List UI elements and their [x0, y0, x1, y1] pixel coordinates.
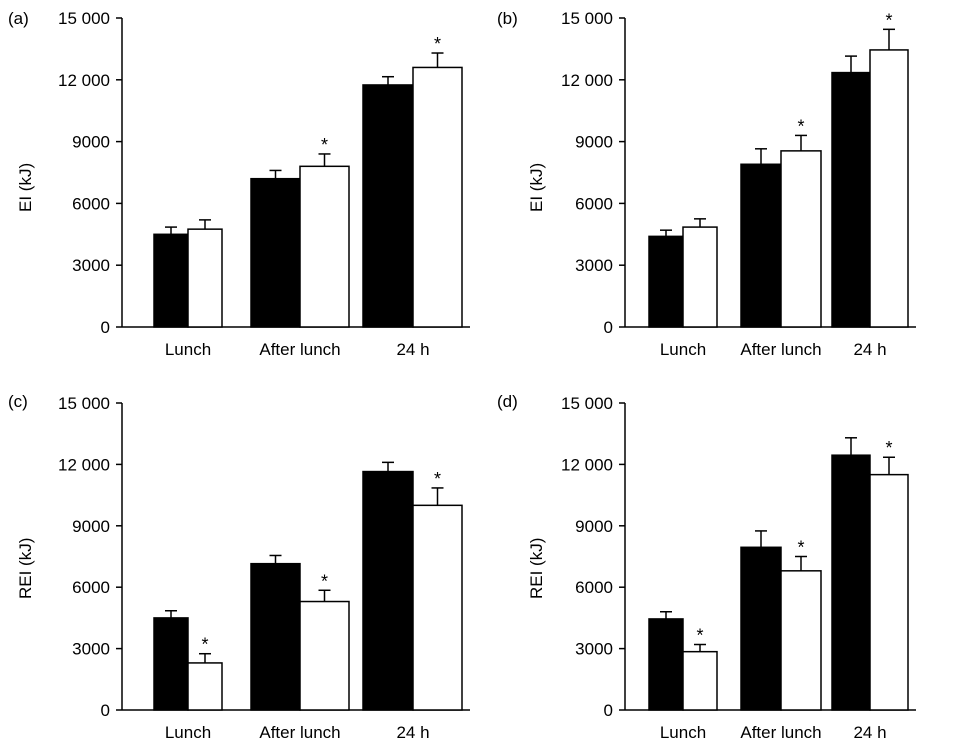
x-tick-label: After lunch	[259, 340, 340, 359]
x-tick-label: 24 h	[853, 340, 886, 359]
y-tick-label: 0	[604, 318, 613, 337]
chart-panel-d: (d) REI (kJ) 0 3000 6000 9000 12 000 15 000 * L…	[489, 373, 978, 746]
bar	[648, 235, 684, 328]
y-tick-label: 9000	[72, 517, 110, 536]
bar	[869, 473, 909, 711]
chart-svg: 0 3000 6000 9000 12 000 15 000 * Lunch * After lu…	[561, 394, 916, 742]
significance-star: *	[696, 626, 703, 646]
significance-star: *	[885, 10, 892, 30]
bar	[831, 71, 871, 328]
y-tick-label: 15 000	[561, 394, 613, 413]
chart-panel-b: (b) EI (kJ) 0 3000 6000 9000 12 000 15 000 Lun…	[489, 0, 978, 373]
bar	[412, 66, 463, 328]
chart-panel-c: (c) REI (kJ) 0 3000 6000 9000 12 000 15 000 * L…	[0, 373, 489, 746]
bar	[187, 228, 223, 328]
y-tick-label: 3000	[575, 256, 613, 275]
bar	[362, 470, 414, 711]
y-tick-label: 12 000	[58, 455, 110, 474]
y-tick-label: 6000	[575, 578, 613, 597]
y-tick-label: 3000	[72, 640, 110, 659]
x-tick-label: After lunch	[740, 723, 821, 742]
x-tick-label: Lunch	[165, 340, 211, 359]
y-tick-label: 15 000	[58, 394, 110, 413]
bar	[780, 570, 822, 711]
bar	[740, 163, 782, 328]
bar	[780, 150, 822, 328]
bar	[869, 49, 909, 328]
chart-svg: 0 3000 6000 9000 12 000 15 000 Lunch * After lun…	[561, 9, 916, 359]
panel-label: (d)	[497, 392, 518, 411]
panel-label: (a)	[8, 9, 29, 28]
bar	[648, 618, 684, 711]
significance-star: *	[885, 438, 892, 458]
y-tick-label: 6000	[72, 578, 110, 597]
bar	[299, 600, 350, 711]
y-tick-label: 9000	[575, 517, 613, 536]
y-tick-label: 9000	[575, 133, 613, 152]
bar	[250, 562, 301, 711]
chart-panel-a: (a) EI (kJ) 0 3000 6000 9000 12 000 15 000 Lun…	[0, 0, 489, 373]
chart-svg: 0 3000 6000 9000 12 000 15 000 * Lunch * After lu…	[58, 394, 470, 742]
y-tick-label: 15 000	[561, 9, 613, 28]
bar	[299, 165, 350, 328]
significance-star: *	[434, 34, 441, 54]
y-tick-label: 12 000	[561, 71, 613, 90]
bar	[250, 177, 301, 328]
bar	[831, 454, 871, 711]
significance-star: *	[321, 135, 328, 155]
y-tick-label: 0	[101, 701, 110, 720]
significance-star: *	[797, 116, 804, 136]
bar	[187, 662, 223, 711]
y-tick-label: 3000	[72, 256, 110, 275]
bar	[153, 617, 189, 711]
y-tick-label: 3000	[575, 640, 613, 659]
y-tick-label: 12 000	[561, 455, 613, 474]
x-tick-label: 24 h	[396, 723, 429, 742]
bar	[412, 504, 463, 711]
x-tick-label: Lunch	[165, 723, 211, 742]
y-tick-label: 9000	[72, 133, 110, 152]
x-tick-label: 24 h	[853, 723, 886, 742]
y-tick-label: 6000	[72, 194, 110, 213]
x-tick-label: Lunch	[660, 723, 706, 742]
y-tick-label: 6000	[575, 194, 613, 213]
y-tick-label: 12 000	[58, 71, 110, 90]
chart-svg: 0 3000 6000 9000 12 000 15 000 Lunch * After lun…	[58, 9, 470, 359]
significance-star: *	[321, 571, 328, 591]
panel-label: (b)	[497, 9, 518, 28]
bar	[740, 546, 782, 711]
x-tick-label: Lunch	[660, 340, 706, 359]
x-tick-label: After lunch	[740, 340, 821, 359]
y-tick-label: 0	[604, 701, 613, 720]
x-tick-label: After lunch	[259, 723, 340, 742]
bar	[682, 226, 718, 328]
bar	[153, 233, 189, 328]
x-tick-label: 24 h	[396, 340, 429, 359]
significance-star: *	[434, 469, 441, 489]
bar	[682, 650, 718, 711]
bar	[362, 84, 414, 328]
panel-label: (c)	[8, 392, 28, 411]
significance-star: *	[201, 635, 208, 655]
significance-star: *	[797, 538, 804, 558]
y-tick-label: 0	[101, 318, 110, 337]
y-tick-label: 15 000	[58, 9, 110, 28]
